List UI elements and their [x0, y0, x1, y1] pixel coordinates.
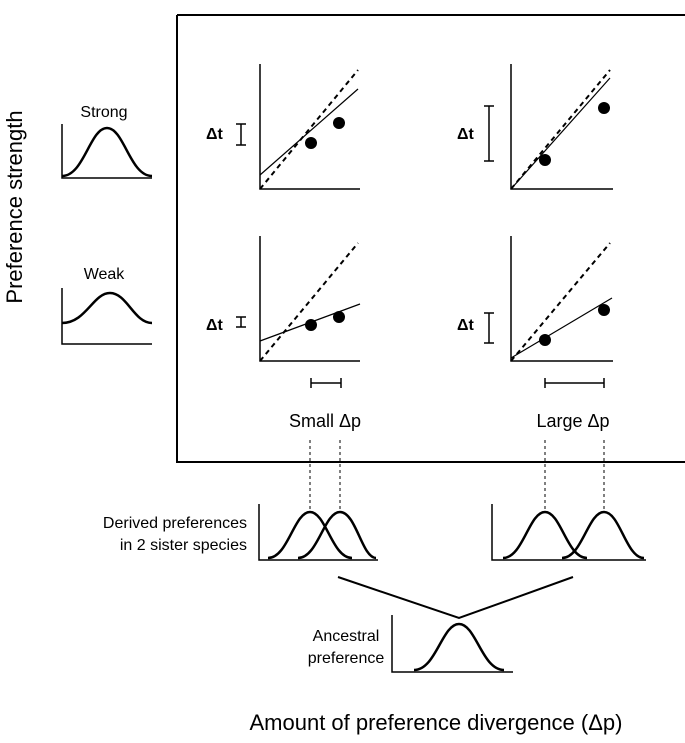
divergence-lines [337, 576, 574, 620]
derived-large-curve-2 [561, 510, 645, 560]
small-delta-p-label: Small Δp [289, 411, 361, 431]
ancestral-curve [413, 622, 505, 672]
ancestral-axes [391, 615, 513, 673]
main-frame [176, 14, 685, 463]
derived-large-curve-1 [502, 510, 588, 560]
fit-line [510, 297, 613, 359]
data-point [333, 311, 345, 323]
ancestral-label-line-1: Ancestral [313, 628, 380, 645]
guide-lines [309, 440, 605, 513]
derived-small-axes [258, 504, 378, 561]
data-point [598, 102, 610, 114]
delta-t-label: Δt [457, 317, 475, 334]
derived-preferences: Derived preferences in 2 sister species [103, 504, 646, 561]
fit-line [259, 88, 359, 176]
derived-label-line-1: Derived preferences [103, 515, 247, 532]
data-point [539, 154, 551, 166]
data-point [305, 137, 317, 149]
weak-axes [61, 288, 152, 345]
panel-strong-small: Δt [206, 64, 360, 190]
derived-small-curve-1 [267, 510, 353, 560]
weak-curve [61, 291, 153, 325]
derived-label-line-2: in 2 sister species [120, 537, 247, 554]
data-point [539, 334, 551, 346]
delta-t-bracket [236, 123, 246, 146]
delta-t-label: Δt [457, 126, 475, 143]
data-point [305, 319, 317, 331]
panel-weak-large: Δt Large Δp [457, 236, 613, 431]
panel-axes [259, 64, 360, 190]
delta-t-bracket [236, 316, 246, 328]
diagonal-dashed-line [510, 242, 611, 362]
panel-axes [510, 236, 613, 362]
diagonal-dashed-line [259, 69, 359, 190]
delta-t-bracket [484, 105, 494, 162]
panel-axes [259, 236, 360, 362]
large-delta-p-bar [544, 378, 605, 388]
data-point [333, 117, 345, 129]
derived-small-curve-2 [297, 510, 377, 560]
panel-axes [510, 64, 613, 190]
diagonal-dashed-line [259, 242, 359, 362]
fit-line [510, 77, 611, 190]
strong-curve [61, 126, 153, 178]
panel-strong-large: Δt [457, 64, 613, 190]
panel-weak-small: Δt Small Δp [206, 236, 361, 431]
weak-preference-curve-panel: Weak [61, 266, 153, 345]
derived-large-axes [491, 504, 646, 561]
small-delta-p-bar [310, 378, 342, 388]
large-delta-p-label: Large Δp [536, 411, 609, 431]
weak-label: Weak [84, 266, 126, 283]
strong-axes [61, 124, 152, 179]
delta-t-label: Δt [206, 126, 224, 143]
diagonal-dashed-line [510, 69, 611, 190]
strong-label: Strong [80, 104, 127, 121]
ancestral-label-line-2: preference [308, 650, 385, 667]
strong-preference-curve-panel: Strong [61, 104, 153, 179]
data-point [598, 304, 610, 316]
ancestral-preference: Ancestral preference [308, 615, 513, 673]
y-axis-label: Preference strength [2, 110, 27, 303]
delta-t-label: Δt [206, 317, 224, 334]
delta-t-bracket [484, 312, 494, 344]
x-axis-label: Amount of preference divergence (Δp) [249, 710, 622, 735]
